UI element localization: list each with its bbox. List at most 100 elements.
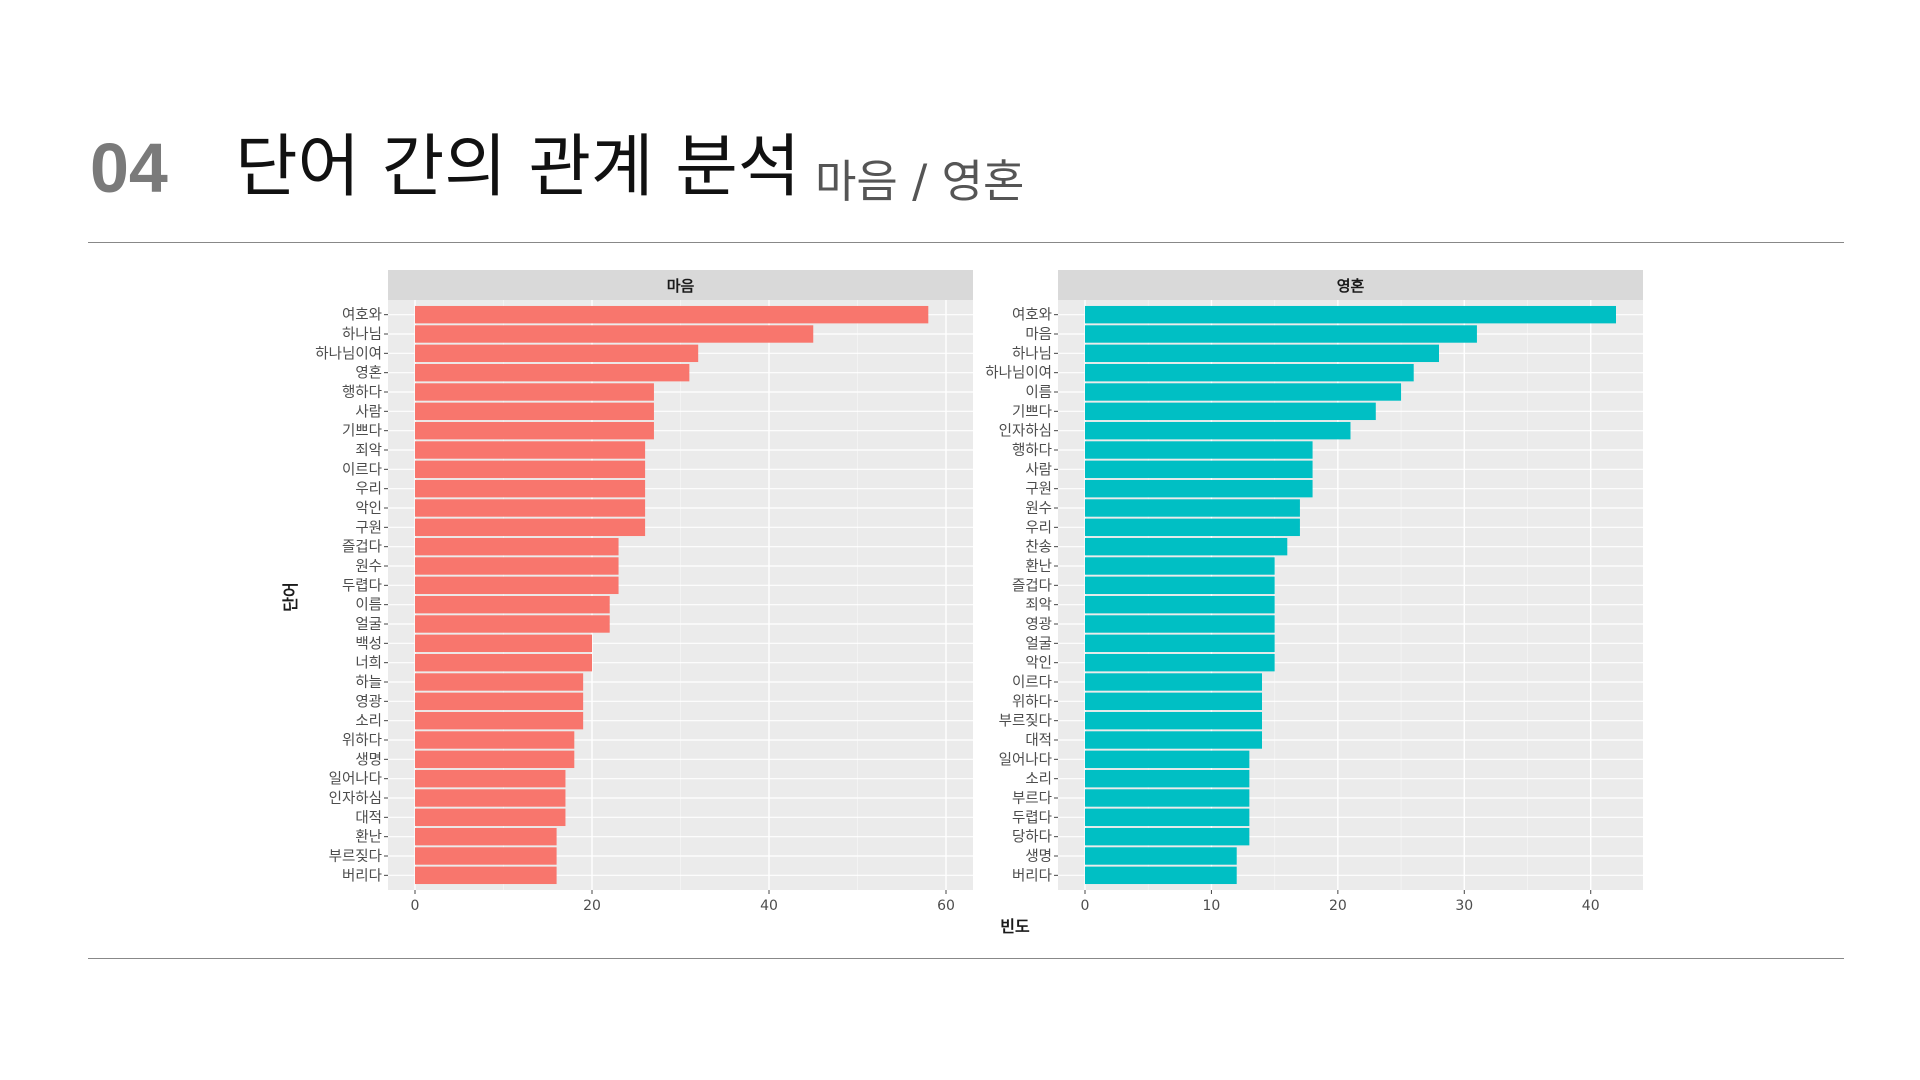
y-tick-label: 행하다 (342, 384, 382, 401)
y-tick-label: 기쁘다 (342, 423, 382, 440)
bar (415, 750, 575, 769)
y-tick-label: 찬송 (1025, 539, 1052, 556)
bar (415, 731, 575, 749)
y-tick-label: 우리 (1025, 519, 1052, 536)
bar (415, 576, 619, 595)
y-tick-label: 즐겁다 (1012, 577, 1052, 594)
x-tick-label: 40 (1582, 898, 1600, 914)
y-tick-label: 우리 (355, 481, 382, 498)
y-tick-label: 인자하심 (329, 790, 382, 807)
bar (1085, 808, 1250, 827)
y-tick-label: 행하다 (1012, 442, 1052, 459)
y-tick-label: 기쁘다 (1012, 403, 1052, 420)
y-tick-label: 하나님이여 (985, 365, 1052, 382)
y-tick-label: 당하다 (1012, 829, 1052, 846)
bar (1085, 402, 1376, 421)
y-tick-label: 부르짖다 (999, 713, 1052, 730)
bar (415, 537, 619, 556)
y-tick-label: 악인 (1025, 655, 1052, 672)
bar (1085, 827, 1250, 846)
bar (1085, 789, 1250, 807)
facet-strip-label: 영혼 (1337, 277, 1365, 295)
bottom-divider (88, 958, 1844, 959)
bar (415, 421, 654, 440)
bar (1085, 731, 1262, 749)
bar (415, 479, 646, 498)
y-tick-label: 일어나다 (329, 771, 382, 788)
bar (415, 305, 929, 324)
y-tick-label: 대적 (355, 809, 382, 826)
x-tick-label: 20 (1329, 898, 1347, 914)
y-tick-label: 여호와 (1012, 307, 1052, 324)
facet-strip (388, 270, 973, 300)
y-tick-label: 이름 (355, 597, 382, 614)
bar (415, 441, 646, 459)
y-tick-label: 마음 (1025, 326, 1052, 343)
bar (415, 808, 566, 827)
y-tick-label: 두렵다 (342, 577, 382, 594)
y-tick-label: 위하다 (342, 732, 382, 749)
bar (1085, 518, 1300, 537)
x-tick-label: 30 (1455, 898, 1473, 914)
y-tick-label: 하나님 (1012, 345, 1052, 362)
bar (415, 866, 557, 885)
bar (1085, 634, 1275, 653)
bar (415, 325, 814, 343)
y-tick-label: 얼굴 (355, 616, 382, 633)
x-tick-label: 10 (1203, 898, 1221, 914)
bar (415, 769, 566, 788)
bar (415, 383, 654, 401)
bar (415, 557, 619, 575)
y-tick-label: 인자하심 (999, 423, 1052, 440)
bar (415, 518, 646, 537)
slide-subtitle: 마음 / 영혼 (815, 155, 1025, 208)
faceted-bar-chart: 마음여호와하나님하나님이여영혼행하다사람기쁘다죄악이르다우리악인구원즐겁다원수두… (281, 270, 1643, 936)
y-tick-label: 부르다 (1012, 790, 1052, 807)
x-tick-label: 20 (583, 898, 601, 914)
y-tick-label: 영혼 (355, 365, 382, 382)
bar (415, 847, 557, 865)
bar (415, 634, 592, 653)
y-tick-label: 환난 (355, 829, 382, 846)
bar (415, 402, 654, 421)
y-tick-label: 백성 (355, 635, 382, 652)
y-tick-label: 이르다 (342, 461, 382, 478)
bar (1085, 441, 1313, 459)
bar (415, 363, 690, 382)
bar (415, 460, 646, 479)
bar (415, 692, 584, 711)
y-tick-label: 죄악 (355, 442, 382, 459)
y-tick-label: 얼굴 (1025, 635, 1052, 652)
bar (1085, 557, 1275, 575)
bar (415, 789, 566, 807)
y-tick-label: 하나님 (342, 326, 382, 343)
y-tick-label: 두렵다 (1012, 809, 1052, 826)
y-tick-label: 대적 (1025, 732, 1052, 749)
bar (1085, 383, 1402, 401)
bar (1085, 305, 1616, 324)
y-tick-label: 구원 (355, 519, 382, 536)
y-tick-label: 사람 (1025, 461, 1052, 478)
y-tick-label: 즐겁다 (342, 539, 382, 556)
top-divider (88, 242, 1844, 243)
slide-title: 단어 간의 관계 분석 (235, 128, 801, 207)
bar (1085, 479, 1313, 498)
y-tick-label: 부르짖다 (329, 848, 382, 865)
bar (1085, 595, 1275, 614)
y-tick-label: 죄악 (1025, 597, 1052, 614)
y-tick-label: 영광 (1025, 616, 1052, 633)
bar (415, 673, 584, 691)
bar (1085, 363, 1414, 382)
y-tick-label: 위하다 (1012, 693, 1052, 710)
y-tick-label: 여호와 (342, 307, 382, 324)
y-tick-label: 원수 (355, 558, 382, 575)
y-tick-label: 생명 (355, 751, 382, 768)
facet-strip-label: 마음 (667, 277, 695, 295)
y-tick-label: 생명 (1025, 848, 1052, 865)
bar (1085, 421, 1351, 440)
bar (415, 595, 610, 614)
y-tick-label: 이름 (1025, 384, 1052, 401)
y-tick-label: 사람 (355, 403, 382, 420)
section-number: 04 (90, 129, 168, 207)
y-tick-label: 소리 (1025, 771, 1052, 788)
